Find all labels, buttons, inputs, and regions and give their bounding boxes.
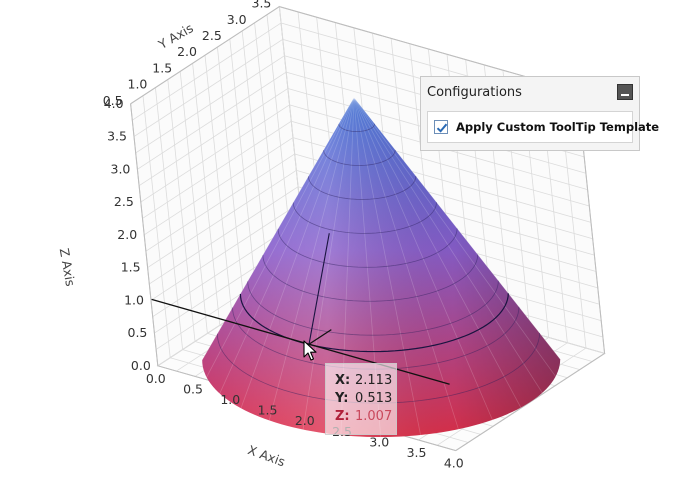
left-grid-z [137, 71, 287, 170]
z-tick-label: 4.0 [104, 96, 124, 111]
tooltip-z-row: Z: 1.007 [335, 408, 396, 426]
cone-contour [338, 123, 376, 132]
cone-surface [151, 97, 561, 438]
y-tick-label: 2.0 [177, 44, 197, 59]
apply-tooltip-checkbox[interactable] [434, 120, 448, 134]
hover-contour [239, 293, 509, 353]
tooltip-z-value: 1.007 [355, 409, 393, 424]
tick-labels: 0.00.51.01.52.02.53.03.54.00.51.01.52.02… [103, 0, 464, 471]
crosshair-x-line [151, 298, 450, 385]
z-tick-label: 0.5 [128, 325, 148, 340]
y-tick-label: 3.5 [252, 0, 272, 11]
x-tick-label: 0.0 [146, 371, 166, 386]
x-tick-label: 0.5 [183, 381, 203, 396]
cone-contour [277, 228, 458, 268]
y-tick-label: 1.5 [152, 60, 172, 75]
cone-contour [308, 176, 417, 200]
cone-meridian [353, 97, 459, 430]
x-tick-label: 4.0 [444, 456, 464, 471]
tooltip-x-row: X: 2.113 [335, 372, 396, 390]
tooltip-z-label: Z: [335, 409, 350, 424]
y-tick-label: 2.5 [202, 28, 222, 43]
cone-meridian [201, 97, 355, 361]
z-tick-label: 3.5 [107, 129, 127, 144]
tooltip-x-label: X: [335, 373, 351, 388]
x-tick-label: 3.5 [407, 445, 427, 460]
minimize-button[interactable] [617, 84, 633, 100]
cone-meridian [302, 97, 355, 430]
z-axis-title: Z Axis [57, 247, 78, 288]
configurations-title: Configurations [427, 84, 522, 100]
tooltip-x-value: 2.113 [355, 373, 393, 388]
cone-shading [202, 97, 561, 438]
configurations-header: Configurations [421, 77, 639, 107]
tooltip-y-value: 0.513 [355, 391, 393, 406]
left-grid-z [150, 202, 301, 301]
hover-meridian [308, 233, 330, 345]
x-tick-label: 2.0 [295, 413, 315, 428]
tooltip-y-row: Y: 0.513 [335, 390, 396, 408]
left-grid-z [132, 22, 282, 121]
left-grid-z [142, 120, 292, 219]
left-grid-z [145, 153, 295, 252]
x-tick-label: 3.0 [369, 434, 389, 449]
cone-meridian [353, 97, 556, 377]
left-grid-z [135, 55, 285, 154]
cone-meridian [353, 97, 543, 394]
tooltip-y-label: Y: [335, 391, 349, 406]
left-grid-z [140, 104, 290, 203]
cone-contour [323, 149, 396, 166]
z-tick-label: 1.5 [121, 260, 141, 275]
cone-meridian [206, 97, 355, 378]
frame-edge [130, 6, 280, 105]
configurations-panel: Configurations Apply Custom ToolTip Temp… [420, 76, 659, 151]
cone-contour [247, 280, 499, 336]
cone-contour [292, 202, 437, 234]
cone-meridian [353, 97, 561, 360]
left-grid-z [147, 170, 297, 268]
y-tick-label: 0.5 [103, 93, 123, 108]
x-tick-label: 1.0 [220, 392, 240, 407]
apply-tooltip-label[interactable]: Apply Custom ToolTip Template [456, 120, 660, 134]
cone-meridian [268, 97, 355, 421]
left-grid-z [149, 186, 299, 285]
mouse-cursor-icon [303, 340, 317, 361]
frame-edge [455, 352, 605, 452]
left-grid-z [138, 88, 289, 187]
data-tooltip: X: 2.113 Y: 0.513 Z: 1.007 [325, 363, 397, 435]
cone-contour [262, 254, 479, 302]
crosshair-y-line [308, 329, 332, 346]
z-tick-label: 0.0 [131, 358, 151, 373]
cone-meridian [240, 97, 355, 409]
configurations-body: Apply Custom ToolTip Template [427, 111, 659, 143]
cone-meridian [353, 97, 522, 408]
minimize-icon [621, 94, 629, 96]
y-tick-label: 1.0 [128, 77, 148, 92]
z-tick-label: 2.5 [114, 194, 134, 209]
x-tick-label: 1.5 [258, 403, 278, 418]
checkmark-icon [436, 123, 448, 133]
x-axis-title: X Axis [246, 442, 287, 469]
z-tick-label: 3.0 [111, 161, 131, 176]
left-grid-z [133, 39, 284, 137]
cone-meridian [219, 97, 355, 394]
cone-meridian [353, 97, 421, 436]
cone-meridian [353, 97, 493, 421]
frame-edge [130, 103, 159, 366]
y-tick-label: 3.0 [227, 12, 247, 27]
left-grid-z [143, 137, 294, 236]
z-tick-label: 2.0 [117, 227, 137, 242]
z-tick-label: 1.0 [124, 292, 144, 307]
